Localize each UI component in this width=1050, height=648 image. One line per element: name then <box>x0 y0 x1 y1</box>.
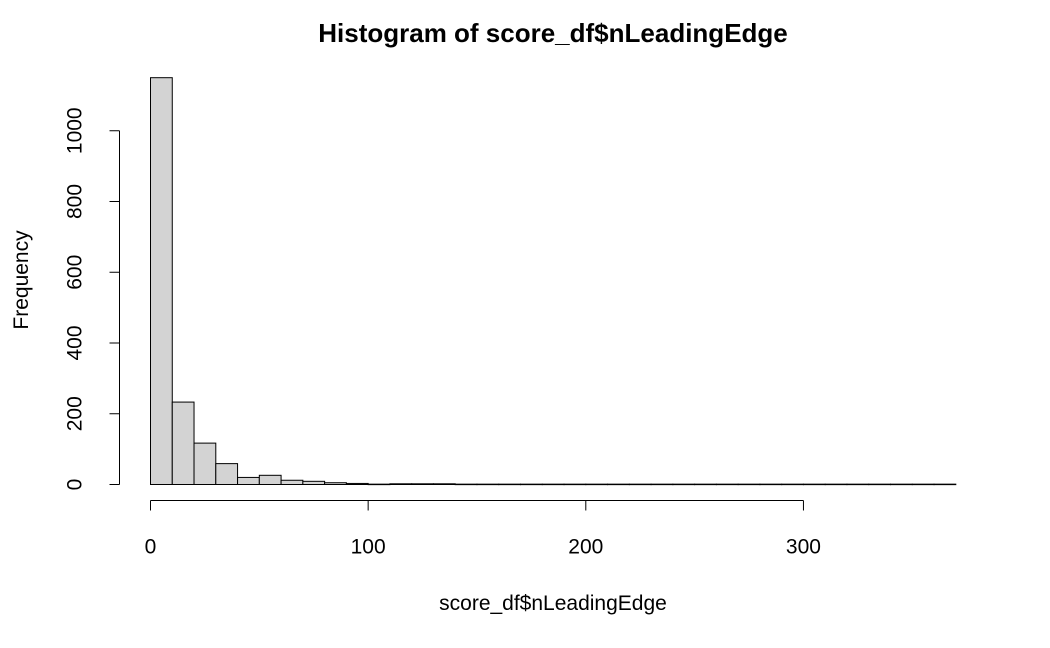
histogram-bar <box>846 483 870 486</box>
histogram-bar <box>367 483 391 486</box>
histogram-bar <box>520 483 543 486</box>
histogram-bar <box>607 483 630 486</box>
histogram-bar <box>563 483 587 486</box>
y-tick-label: 1000 <box>64 107 87 154</box>
y-tick-label: 800 <box>64 184 87 219</box>
y-tick-label: 0 <box>64 479 87 491</box>
histogram-bar <box>694 483 717 486</box>
histogram-bar <box>302 480 326 486</box>
histogram-bar <box>280 479 304 486</box>
histogram-bar <box>585 483 609 486</box>
histogram-bar <box>911 483 935 486</box>
y-axis-label: Frequency <box>10 230 33 330</box>
histogram-bar <box>541 483 565 486</box>
y-tick-label: 200 <box>64 396 87 431</box>
histogram-bar <box>802 483 826 486</box>
histogram-bar <box>498 483 522 486</box>
histogram-bar <box>258 474 282 485</box>
histogram-bar <box>237 476 260 485</box>
histogram-bar <box>824 483 848 486</box>
histogram-bar <box>345 482 369 486</box>
chart-title: Histogram of score_df$nLeadingEdge <box>318 18 788 48</box>
histogram-bar <box>454 483 478 486</box>
histogram-bar <box>781 483 804 486</box>
histogram-bar <box>890 483 913 486</box>
histogram-bar <box>193 442 217 485</box>
x-tick-label: 0 <box>145 536 157 559</box>
histogram-bar <box>672 483 696 486</box>
x-axis-label: score_df$nLeadingEdge <box>439 592 667 615</box>
histogram-bar <box>933 483 957 486</box>
x-axis: 0 100 200 300 <box>145 500 821 559</box>
x-tick-label: 300 <box>786 536 821 559</box>
y-tick-label: 600 <box>64 255 87 290</box>
bars-group <box>150 77 957 486</box>
histogram-bar <box>432 483 456 486</box>
x-tick-label: 200 <box>568 536 603 559</box>
x-tick-label: 100 <box>351 536 386 559</box>
histogram-bar <box>150 77 173 485</box>
y-tick-label: 400 <box>64 325 87 360</box>
histogram-bar <box>411 483 434 486</box>
histogram-bar <box>650 483 674 486</box>
y-axis: 0 200 400 600 800 1000 <box>64 107 120 490</box>
histogram-bar <box>759 483 783 486</box>
histogram-bar <box>476 483 500 486</box>
histogram-bar <box>389 483 413 486</box>
histogram-bar <box>868 483 892 486</box>
histogram-bar <box>737 483 761 486</box>
histogram-bar <box>171 401 195 486</box>
histogram-bar <box>628 483 652 486</box>
histogram-bar <box>715 483 739 486</box>
histogram-bar <box>324 482 347 486</box>
histogram-bar <box>215 463 239 486</box>
